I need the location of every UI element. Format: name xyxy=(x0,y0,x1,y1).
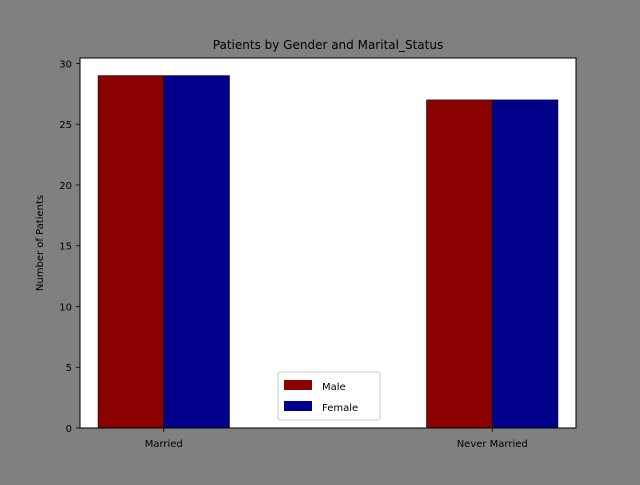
y-tick-label: 5 xyxy=(66,363,72,374)
y-tick-label: 0 xyxy=(66,424,72,435)
bar-female-never-married xyxy=(491,99,559,429)
y-tick-label: 25 xyxy=(59,120,72,131)
legend-label-female: Female xyxy=(322,403,358,414)
y-tick-label: 30 xyxy=(59,59,72,70)
x-tick-label: Never Married xyxy=(457,439,528,450)
chart-title: Patients by Gender and Marital_Status xyxy=(213,38,443,52)
legend-swatch-male xyxy=(284,380,312,390)
bar-male-never-married xyxy=(426,99,493,429)
legend-label-male: Male xyxy=(322,382,346,393)
plot-frame xyxy=(79,57,577,429)
bar-female-married xyxy=(163,75,230,429)
y-axis-label: Number of Patients xyxy=(35,195,46,291)
x-ticks: Married Never Married xyxy=(145,428,528,450)
legend: Male Female xyxy=(277,371,381,421)
y-tick-label: 10 xyxy=(59,302,72,313)
bar-male-married xyxy=(97,75,165,429)
bars-layer xyxy=(97,75,559,429)
y-tick-label: 15 xyxy=(59,242,72,253)
x-tick-label: Married xyxy=(145,439,183,450)
y-ticks: 0 5 10 15 20 25 30 xyxy=(59,59,80,435)
legend-swatch-female xyxy=(284,401,312,411)
y-tick-label: 20 xyxy=(59,181,72,192)
